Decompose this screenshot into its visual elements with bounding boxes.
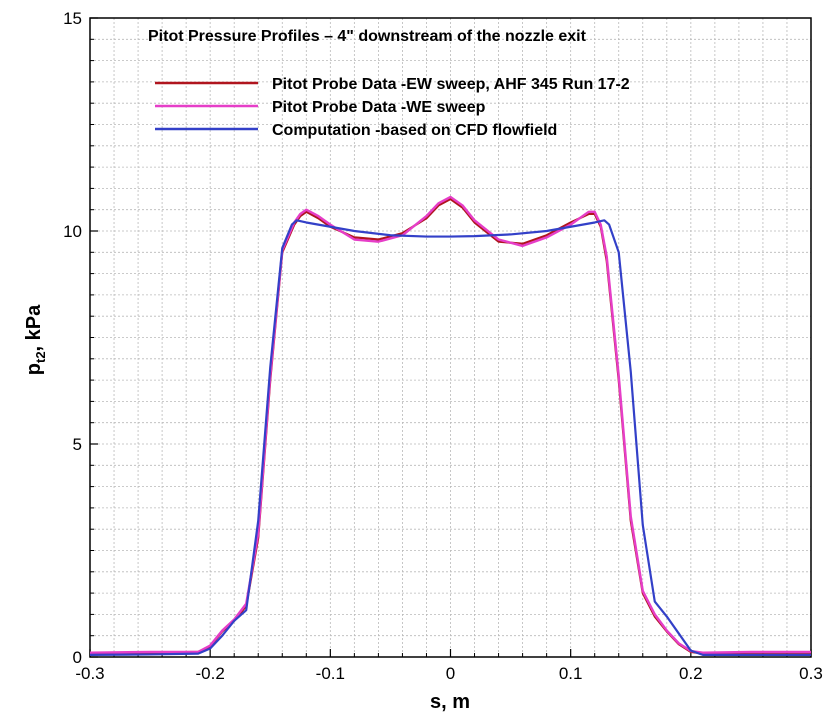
x-tick-label: -0.1 [316,664,345,683]
x-tick-label: -0.3 [75,664,104,683]
x-tick-label: 0.3 [799,664,823,683]
y-axis-title-unit: , kPa [23,304,45,352]
y-tick-label: 15 [63,9,82,28]
y-tick-label: 0 [73,648,82,667]
y-tick-label: 10 [63,222,82,241]
y-axis-title-subscript: t2 [33,351,48,363]
x-tick-label: 0.2 [679,664,703,683]
legend: Pitot Probe Data -EW sweep, AHF 345 Run … [155,76,630,139]
x-tick-label: 0.1 [559,664,583,683]
y-tick-label: 5 [73,435,82,454]
x-axis-title: s, m [430,691,470,713]
legend-label-we-sweep: Pitot Probe Data -WE sweep [272,99,486,116]
series-line-we-sweep [89,195,811,654]
series-line-computation [89,219,811,656]
x-tick-label: 0 [446,664,455,683]
x-tick-label: -0.2 [196,664,225,683]
y-axis-title-main: p [23,363,45,375]
chart-title: Pitot Pressure Profiles – 4" downstream … [148,28,587,45]
grid-lines [90,18,811,657]
legend-label-ew-sweep: Pitot Probe Data -EW sweep, AHF 345 Run … [272,76,630,93]
legend-label-computation: Computation -based on CFD flowfield [272,122,557,139]
data-series [89,195,811,656]
axis-ticks: -0.3 -0.2 -0.1 0 0.1 0.2 0.3 0 5 10 15 [63,9,823,683]
y-axis-title: pt2, kPa [23,304,48,375]
